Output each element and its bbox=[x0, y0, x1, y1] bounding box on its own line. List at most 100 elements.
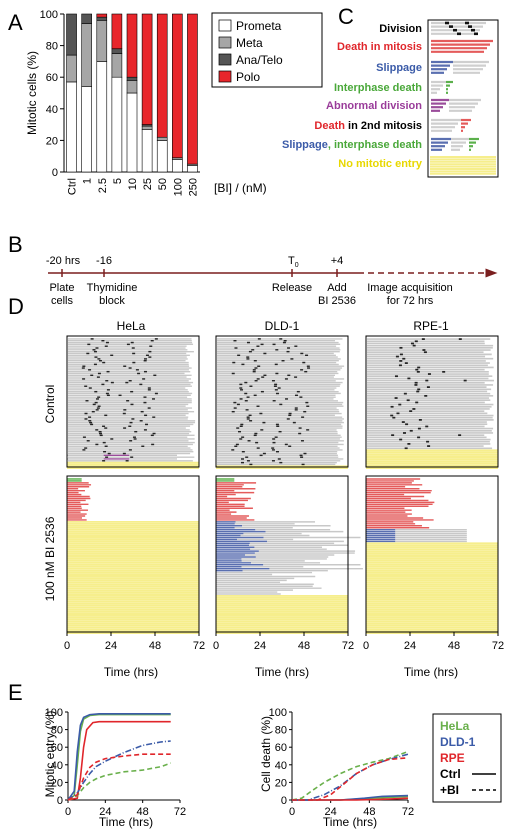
legend-swatch bbox=[218, 19, 232, 32]
bar-segment-anatelo bbox=[81, 13, 92, 24]
timeline-plate-line1: Plate bbox=[49, 282, 74, 294]
panel-e-legend-label: +BI bbox=[440, 783, 459, 797]
panel-b-timeline: -20 hrs Plate cells -16 Thymidine block … bbox=[46, 255, 498, 307]
panel-e-xtick-label: 0 bbox=[289, 806, 295, 818]
series-line-hela-bi bbox=[291, 750, 409, 801]
panel-e-xtick-label: 72 bbox=[174, 806, 186, 818]
series-line-rpe-ctrl bbox=[292, 797, 409, 801]
panel-e-left-xlabel: Time (hrs) bbox=[99, 815, 153, 829]
bar-segment-anatelo bbox=[111, 48, 123, 54]
panel-e-ytick-label: 0 bbox=[57, 795, 63, 807]
panel-d-cell-fate-grid: HeLa DLD-1 RPE-1 Control 100 nM BI 2536 … bbox=[43, 319, 504, 679]
panel-d-tick-label: 0 bbox=[64, 640, 70, 652]
bar-segment-prometa bbox=[66, 81, 77, 173]
bar-segment-polo bbox=[96, 13, 108, 18]
timeline-label-add: +4 bbox=[331, 255, 344, 267]
panel-e-xtick-label: 72 bbox=[402, 806, 414, 818]
row-label-bi: 100 nM BI 2536 bbox=[43, 516, 57, 601]
bar-segment-polo bbox=[172, 13, 183, 159]
bar-segment-prometa bbox=[172, 159, 183, 173]
cell-timelines bbox=[216, 478, 363, 634]
panel-a-ylabel: Mitotic cells (%) bbox=[25, 51, 39, 135]
panel-e-ytick-label: 60 bbox=[51, 742, 63, 754]
cell-death-chart: 0 20 40 60 80 100 0 24 48 72 bbox=[269, 707, 414, 818]
panel-a-ytick-label: 40 bbox=[46, 104, 58, 116]
panel-e-legend-label: Ctrl bbox=[440, 767, 461, 781]
timeline-panel-frame bbox=[66, 475, 200, 633]
series-line-rpe-bi bbox=[67, 753, 171, 801]
bar-segment-meta bbox=[126, 80, 138, 94]
mitotic-entry-chart: 0 20 40 60 80 100 0 24 48 72 bbox=[45, 707, 186, 818]
panel-e-xtick-label: 48 bbox=[363, 806, 375, 818]
panel-d-tick-label: 72 bbox=[492, 640, 504, 652]
panel-e-xtick-label: 24 bbox=[99, 806, 111, 818]
timeline-label-t0: T0 bbox=[288, 255, 299, 269]
series-line-hela-bi bbox=[67, 762, 171, 801]
panel-d-tick-label: 0 bbox=[363, 640, 369, 652]
timeline-panel-frame bbox=[215, 335, 349, 468]
fate-legend-label: Death in 2nd mitosis bbox=[314, 120, 422, 132]
panel-d-tick-label: 72 bbox=[193, 640, 205, 652]
panel-a-category-label: 2.5 bbox=[97, 178, 109, 193]
panel-a-category-label: 250 bbox=[187, 178, 199, 196]
series-line-rpe-bi bbox=[292, 757, 409, 801]
panel-e-ytick-label: 100 bbox=[45, 707, 63, 719]
panel-e-right-xlabel: Time (hrs) bbox=[323, 815, 377, 829]
panel-d-xlabel-rpe1: Time (hrs) bbox=[404, 665, 458, 679]
panel-d-xlabel-hela: Time (hrs) bbox=[104, 665, 158, 679]
bar-segment-prometa bbox=[96, 61, 108, 173]
bar-segment-polo bbox=[156, 13, 168, 138]
panel-d-tick-label: 48 bbox=[298, 640, 310, 652]
panel-e-legend-label: RPE bbox=[440, 751, 465, 765]
panel-a-ytick-label: 20 bbox=[46, 135, 58, 147]
timeline-panel-frame bbox=[365, 335, 499, 468]
panel-d-tick-label: 48 bbox=[149, 640, 161, 652]
legend-label: Polo bbox=[236, 70, 260, 84]
panel-e-ytick-label: 100 bbox=[269, 707, 287, 719]
series-line-dld-1-bi bbox=[67, 740, 171, 801]
column-title-dld1: DLD-1 bbox=[265, 319, 300, 333]
legend-swatch bbox=[218, 36, 232, 49]
bar-segment-polo bbox=[111, 13, 123, 50]
bar-segment-meta bbox=[96, 20, 108, 62]
bar-segment-prometa bbox=[81, 86, 92, 173]
panel-a-bars bbox=[66, 13, 198, 173]
fate-legend-label: Slippage, interphase death bbox=[282, 139, 422, 151]
legend-swatch bbox=[218, 53, 232, 66]
bar-segment-meta bbox=[156, 136, 168, 141]
panel-d-tick-label: 0 bbox=[213, 640, 219, 652]
panel-e-ytick-label: 40 bbox=[51, 760, 63, 772]
bar-segment-polo bbox=[187, 13, 198, 165]
bar-segment-anatelo bbox=[126, 76, 138, 81]
panel-label-e: E bbox=[8, 680, 23, 705]
panel-e-legend: HeLa DLD-1 RPE Ctrl +BI bbox=[432, 713, 502, 803]
timeline-image-line2: for 72 hrs bbox=[387, 295, 434, 307]
panel-e-xtick-label: 48 bbox=[137, 806, 149, 818]
row-label-control: Control bbox=[43, 385, 57, 424]
bar-segment-anatelo bbox=[66, 13, 77, 56]
fate-legend-label: Death in mitosis bbox=[337, 41, 422, 53]
bar-segment-prometa bbox=[126, 92, 138, 173]
panel-e-line-charts: Mitotic entry (%) Cell death (%) 0 20 40 60… bbox=[43, 707, 502, 829]
bar-segment-meta bbox=[66, 54, 77, 83]
timeline-add-line1: Add bbox=[327, 282, 347, 294]
timeline-panel-frame bbox=[215, 475, 349, 633]
panel-a-category-label: 100 bbox=[172, 178, 184, 196]
panel-d-xlabel-dld1: Time (hrs) bbox=[255, 665, 309, 679]
panel-a-category-label: 1 bbox=[82, 178, 94, 184]
column-title-rpe1: RPE-1 bbox=[413, 319, 449, 333]
bar-segment-meta bbox=[81, 23, 92, 87]
panel-a-ytick-label: 0 bbox=[52, 167, 58, 179]
panel-label-c: C bbox=[338, 4, 354, 29]
panel-e-ytick-label: 20 bbox=[275, 777, 287, 789]
panel-e-xtick-label: 0 bbox=[65, 806, 71, 818]
bar-segment-prometa bbox=[156, 140, 168, 173]
panel-label-a: A bbox=[8, 10, 23, 35]
panel-c-legend: Division Death in mitosis Slippage Interpha… bbox=[282, 19, 499, 178]
panel-a-category-label: 5 bbox=[112, 178, 124, 184]
timeline-plate-line2: cells bbox=[51, 295, 74, 307]
timeline-panel-frame bbox=[66, 335, 200, 468]
timeline-label-plate: -20 hrs bbox=[46, 255, 81, 267]
timeline-panel-frame bbox=[365, 475, 499, 633]
